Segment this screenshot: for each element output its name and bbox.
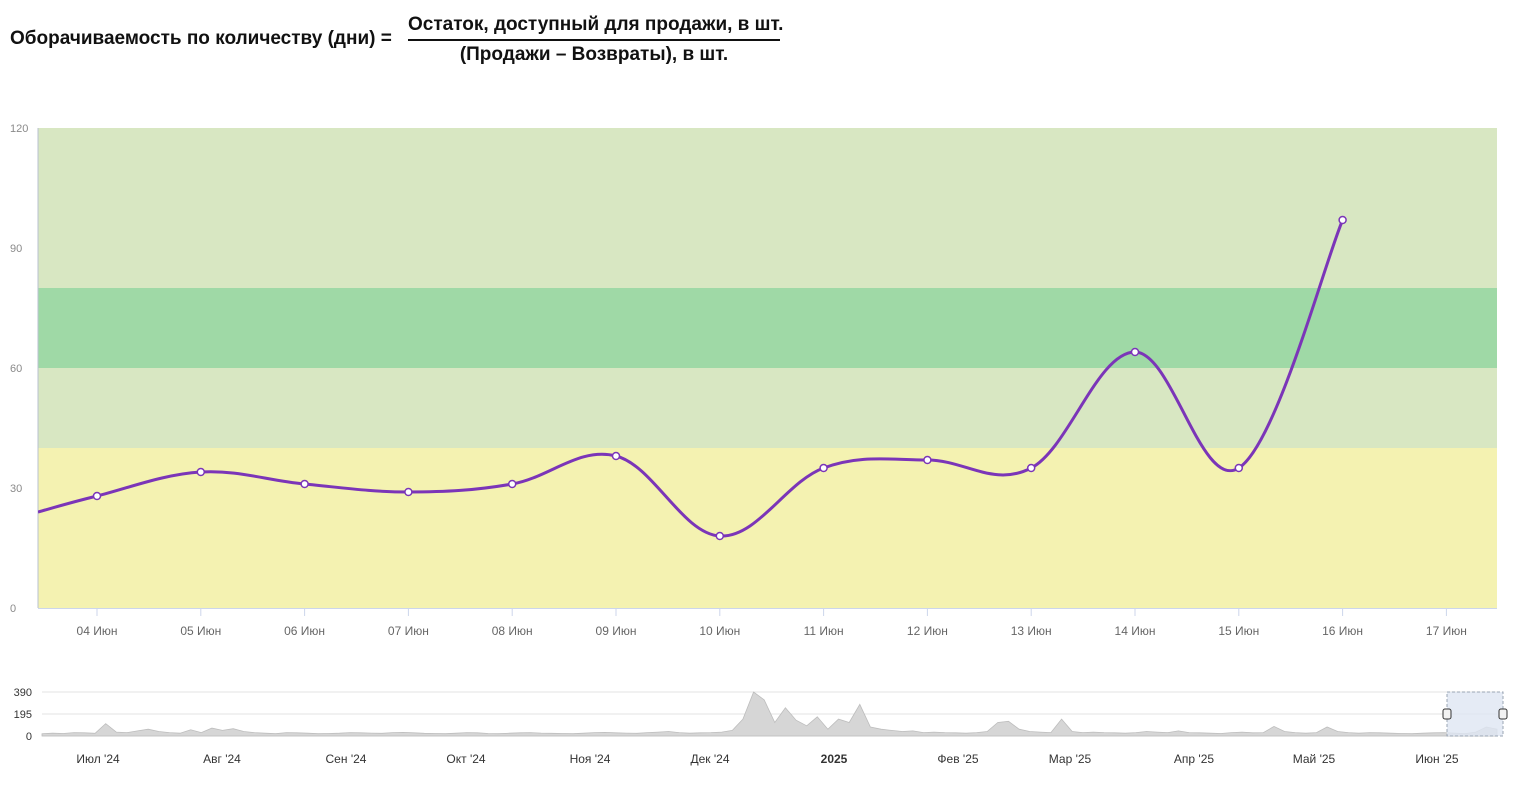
nav-y-tick-label-390: 390: [14, 687, 32, 699]
data-point-8: [819, 463, 828, 473]
nav-x-label-10: Апр '25: [1174, 752, 1214, 766]
data-point-7: [715, 531, 725, 541]
data-point-9: [923, 455, 932, 465]
y-tick-label-30: 30: [10, 483, 22, 495]
plot-band-3: [38, 288, 1497, 368]
x-tick-label-9: 12 Июн: [907, 624, 948, 638]
nav-x-label-3: Сен '24: [326, 752, 367, 766]
plot-band-2: [38, 368, 1497, 448]
nav-x-label-12: Июн '25: [1415, 752, 1459, 766]
turnover-formula: Оборачиваемость по количеству (дни) = Ос…: [10, 10, 810, 70]
formula-fraction: Остаток, доступный для продажи, в шт. (П…: [408, 14, 783, 66]
x-tick-label-1: 04 Июн: [77, 624, 118, 638]
y-tick-label-90: 90: [10, 243, 22, 255]
x-tick-label-5: 08 Июн: [492, 624, 533, 638]
turnover-line-chart: 0 30 60 90 120 04 Июн 05 Июн 06 Июн 07 Июн 08 Июн…: [10, 123, 1497, 638]
y-tick-label-120: 120: [10, 123, 28, 135]
x-tick-label-4: 07 Июн: [388, 624, 429, 638]
navigator-right-handle[interactable]: [1498, 708, 1508, 720]
x-tick-label-6: 09 Июн: [596, 624, 637, 638]
x-tick-label-8: 11 Июн: [804, 624, 844, 638]
y-tick-label-60: 60: [10, 363, 22, 375]
x-tick-label-3: 06 Июн: [284, 624, 325, 638]
navigator-selected-range: [1446, 691, 1504, 737]
nav-x-label-6: Дек '24: [690, 752, 729, 766]
plot-band-1: [38, 448, 1497, 608]
nav-x-label-1: Июл '24: [76, 752, 120, 766]
data-point-4: [404, 487, 413, 497]
nav-x-label-2: Авг '24: [203, 752, 241, 766]
nav-x-label-5: Ноя '24: [570, 752, 611, 766]
nav-x-label-4: Окт '24: [446, 752, 486, 766]
x-tick-label-12: 15 Июн: [1218, 624, 1259, 638]
data-point-6: [611, 451, 621, 461]
nav-x-label-11: Май '25: [1293, 752, 1336, 766]
navigator-area-series: [41, 691, 1498, 737]
data-point-5: [507, 479, 517, 489]
data-point-2: [196, 467, 206, 477]
data-point-11: [1130, 347, 1140, 357]
y-tick-label-0: 0: [10, 603, 16, 615]
formula-label: Оборачиваемость по количеству (дни) =: [10, 28, 392, 49]
nav-y-tick-label-0: 0: [26, 731, 32, 743]
x-tick-label-11: 14 Июн: [1115, 624, 1156, 638]
formula-denominator: (Продажи – Возвраты), в шт.: [459, 44, 729, 65]
navigator-left-handle[interactable]: [1442, 708, 1452, 720]
x-tick-label-10: 13 Июн: [1011, 624, 1052, 638]
navigator-chart[interactable]: 0 195 390 Июл '24 Авг '24 Сен '24 Окт '24 Ноя '…: [0, 680, 1520, 780]
nav-x-label-7: 2025: [821, 752, 848, 766]
nav-y-tick-label-195: 195: [14, 709, 32, 721]
nav-x-label-9: Мар '25: [1049, 752, 1092, 766]
data-point-3: [300, 479, 309, 489]
x-tick-label-7: 10 Июн: [699, 624, 740, 638]
x-tick-label-13: 16 Июн: [1322, 624, 1363, 638]
data-point-10: [1026, 463, 1036, 473]
data-point-1: [92, 491, 102, 501]
plot-band-4: [38, 128, 1497, 288]
x-tick-label-14: 17 Июн: [1426, 624, 1467, 638]
x-tick-label-2: 05 Июн: [180, 624, 221, 638]
data-point-12: [1234, 463, 1244, 473]
nav-x-label-8: Фев '25: [937, 752, 978, 766]
data-point-13: [1338, 215, 1347, 225]
formula-numerator: Остаток, доступный для продажи, в шт.: [408, 14, 783, 41]
